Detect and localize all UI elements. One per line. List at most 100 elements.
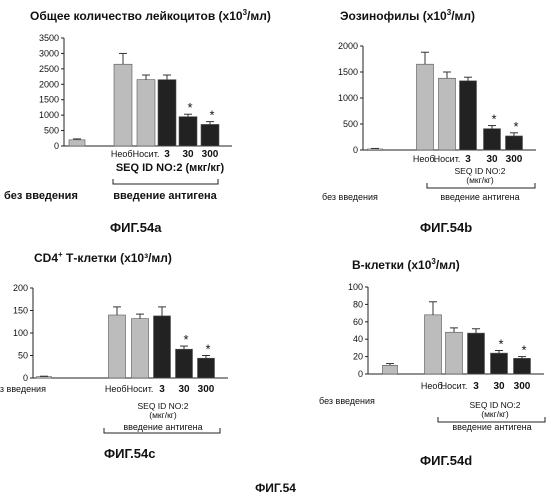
significance-star-d-4: * — [498, 337, 503, 352]
caption-54c: ФИГ.54c — [104, 446, 156, 461]
chart-c-title-tail: Т-клетки (x10³/мл) — [63, 251, 172, 265]
category-label-b-2: Носит. — [434, 154, 461, 164]
caption-54a: ФИГ.54a — [110, 220, 162, 235]
bar-b-3 — [460, 81, 477, 150]
seq-id-unit-d: (мкг/кг) — [481, 409, 509, 419]
category-label-a-1: Необ. — [111, 149, 135, 159]
no-treatment-label-b: без введения — [322, 192, 378, 202]
chart-a-title-main: Общее количество лейкоцитов (x10 — [30, 9, 243, 23]
no-treatment-label-a: без введения — [4, 190, 78, 202]
seq-id-unit-c: (мкг/кг) — [149, 410, 177, 420]
bar-a-0 — [69, 140, 85, 146]
category-label-b-3: 3 — [465, 154, 471, 165]
significance-star-b-4: * — [491, 112, 496, 127]
bar-a-1 — [114, 64, 132, 146]
category-label-d-5: 300 — [514, 381, 531, 392]
y-tick-label-b: 2000 — [338, 41, 358, 51]
y-tick-label-a: 0 — [54, 141, 59, 151]
chart-c-title: CD4+ Т-клетки (x10³/мл) — [34, 250, 172, 265]
y-tick-label-a: 2000 — [39, 79, 59, 89]
y-tick-label-d: 40 — [353, 334, 363, 344]
significance-star-b-5: * — [513, 119, 518, 134]
bar-c-5 — [198, 358, 215, 378]
y-tick-label-c: 150 — [13, 306, 28, 316]
category-label-a-5: 300 — [202, 149, 219, 160]
bar-c-4 — [176, 349, 193, 378]
y-tick-label-a: 2500 — [39, 64, 59, 74]
y-tick-label-c: 50 — [18, 351, 28, 361]
no-treatment-label-d: без введения — [319, 396, 375, 406]
category-label-a-2: Носит. — [133, 149, 160, 159]
chart-a-title-tail: /мл) — [247, 9, 271, 23]
y-tick-label-a: 500 — [44, 126, 59, 136]
chart-b: 0500100015002000**Необ.Носит.330300SEQ I… — [310, 28, 551, 208]
bar-d-0 — [383, 365, 398, 374]
significance-star-a-5: * — [209, 108, 214, 123]
y-tick-label-d: 80 — [353, 299, 363, 309]
bar-c-3 — [154, 316, 171, 378]
category-label-d-3: 3 — [473, 381, 479, 392]
y-tick-label-b: 1000 — [338, 93, 358, 103]
bar-a-4 — [179, 117, 197, 146]
bar-a-3 — [158, 80, 176, 146]
category-label-c-3: 3 — [159, 384, 165, 395]
y-tick-label-a: 1000 — [39, 110, 59, 120]
bar-b-5 — [506, 136, 523, 150]
antigen-label-c: введение антигена — [123, 422, 202, 432]
chart-d: 020406080100**Необ.Носит.330300SEQ ID NO… — [310, 270, 551, 440]
significance-star-c-4: * — [183, 332, 188, 347]
category-label-d-2: Носит. — [441, 381, 468, 391]
bar-d-4 — [491, 353, 508, 374]
no-treatment-label-c: без введения — [0, 384, 46, 394]
bar-b-4 — [484, 129, 501, 150]
bar-d-5 — [514, 358, 531, 374]
antigen-bracket-a — [113, 179, 218, 184]
chart-c-title-main: CD4 — [34, 251, 58, 265]
antigen-label-b: введение антигена — [440, 192, 519, 202]
y-tick-label-d: 0 — [358, 369, 363, 379]
y-tick-label-a: 1500 — [39, 95, 59, 105]
category-label-c-2: Носит. — [127, 384, 154, 394]
bar-a-5 — [201, 124, 219, 146]
chart-a-title: Общее количество лейкоцитов (x103/мл) — [30, 8, 271, 23]
bar-d-3 — [468, 333, 485, 374]
y-tick-label-b: 500 — [343, 119, 358, 129]
bar-b-2 — [439, 78, 456, 150]
category-label-c-5: 300 — [198, 384, 215, 395]
caption-54b: ФИГ.54b — [420, 220, 472, 235]
chart-c: 050100150200**Необ.Носит.330300SEQ ID NO… — [0, 268, 275, 438]
category-label-c-4: 30 — [178, 384, 190, 395]
figure-label: ФИГ.54 — [0, 481, 551, 495]
y-tick-label-b: 0 — [353, 145, 358, 155]
antigen-label-a: введение антигена — [113, 190, 217, 202]
bar-c-0 — [37, 377, 52, 379]
category-label-b-4: 30 — [486, 154, 498, 165]
category-label-d-4: 30 — [493, 381, 505, 392]
antigen-label-d: введение антигена — [452, 422, 531, 432]
y-tick-label-b: 1500 — [338, 67, 358, 77]
y-tick-label-d: 60 — [353, 317, 363, 327]
y-tick-label-c: 100 — [13, 328, 28, 338]
chart-b-title-tail: /мл) — [451, 9, 475, 23]
y-tick-label-a: 3000 — [39, 48, 59, 58]
y-tick-label-a: 3500 — [39, 33, 59, 43]
bar-c-1 — [109, 315, 126, 378]
seq-id-label-a: SEQ ID NO:2 (мкг/кг) — [116, 162, 225, 174]
y-tick-label-c: 0 — [23, 373, 28, 383]
bar-d-1 — [425, 315, 442, 374]
chart-a: 0 500 1000 1500 2000 2500 3000 3500 * * Необ.Носит… — [0, 28, 275, 208]
bar-b-1 — [417, 64, 434, 150]
significance-star-a-4: * — [187, 100, 192, 115]
y-tick-label-d: 20 — [353, 352, 363, 362]
bar-d-2 — [446, 332, 463, 374]
chart-b-title-main: Эозинофилы (x10 — [340, 9, 447, 23]
category-label-a-3: 3 — [164, 149, 170, 160]
bar-b-0 — [368, 149, 383, 151]
chart-b-title: Эозинофилы (x103/мл) — [340, 8, 475, 23]
bar-a-2 — [137, 80, 155, 146]
significance-star-c-5: * — [205, 342, 210, 357]
significance-star-d-5: * — [521, 343, 526, 358]
bar-c-2 — [132, 319, 149, 378]
caption-54d: ФИГ.54d — [420, 453, 472, 468]
y-tick-label-d: 100 — [348, 282, 363, 292]
